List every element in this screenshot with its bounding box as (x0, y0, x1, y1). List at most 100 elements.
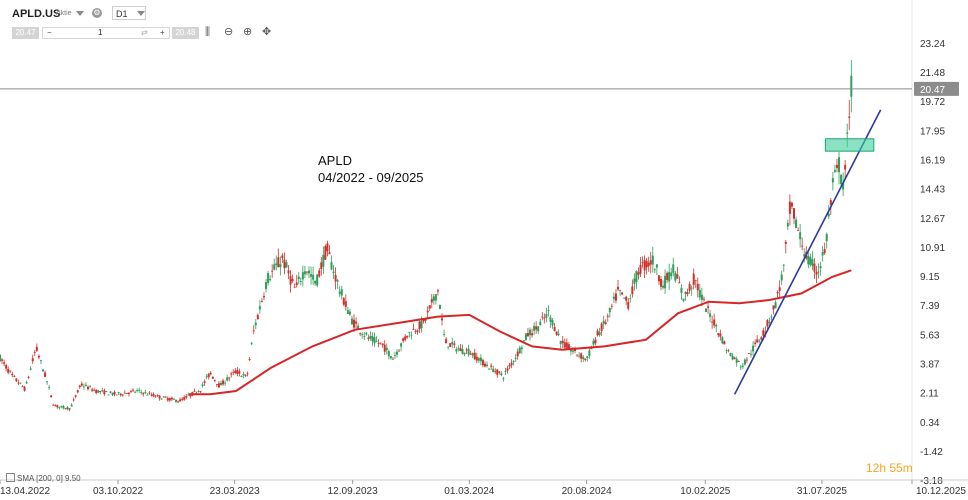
candle-down (784, 241, 787, 244)
candle-up (821, 252, 824, 256)
candle-up (684, 291, 687, 295)
candle-down (123, 392, 126, 394)
candle-up (361, 334, 364, 336)
candle-up (477, 358, 480, 361)
gear-icon[interactable]: ⚙ (92, 8, 102, 18)
price-tick-label: 16.19 (920, 156, 945, 167)
candle-up (514, 357, 517, 359)
candle-down (441, 318, 444, 321)
trendline[interactable] (733, 109, 882, 395)
crosshair-icon[interactable]: ✥ (262, 26, 272, 38)
candle-up (770, 316, 773, 318)
candle-up (547, 309, 550, 311)
candle-up (97, 390, 100, 393)
resistance-zone[interactable] (824, 138, 875, 152)
candle-down (723, 341, 726, 345)
time-tick-label: 10.12.2025 (916, 486, 966, 497)
candle-up (365, 332, 368, 335)
time-tick-label: 20.08.2024 (562, 486, 612, 497)
candle-down (404, 336, 407, 340)
candle-up (41, 369, 44, 372)
candle-up (269, 278, 272, 281)
candle-down (213, 380, 216, 381)
candle-down (21, 386, 24, 388)
chevron-down-icon[interactable] (137, 11, 145, 16)
candle-up (134, 391, 137, 393)
candle-down (234, 370, 237, 374)
candle-down (702, 298, 705, 300)
price-tick-label: 23.24 (920, 39, 945, 50)
candle-down (688, 284, 691, 291)
candle-down (78, 385, 81, 388)
zoom-in-icon[interactable]: ⊕ (243, 26, 253, 38)
price-tick-label: 2.11 (920, 389, 939, 400)
candle-up (420, 320, 423, 329)
candle-up (363, 336, 366, 337)
candle-up (25, 382, 28, 384)
candle-up (578, 355, 581, 357)
ask-price-button[interactable]: 20.48 (172, 27, 199, 39)
candle-up (780, 274, 783, 281)
candle-up (357, 325, 360, 330)
candle-down (792, 208, 795, 219)
candle-down (844, 164, 847, 170)
candle-up (518, 347, 521, 354)
candle-up (743, 359, 746, 365)
candle-down (600, 323, 603, 331)
candle-down (377, 343, 380, 344)
candle-up (524, 333, 527, 340)
candle-up (226, 377, 229, 381)
candlestick-type-icon[interactable]: ⫼ (205, 26, 211, 38)
annotation-ticker: APLD (318, 153, 352, 168)
zoom-out-icon[interactable]: ⊖ (224, 26, 234, 38)
candle-down (594, 339, 597, 344)
candle-down (531, 333, 534, 336)
candle-up (410, 335, 413, 337)
ticker-symbol[interactable]: APLD.US (12, 8, 61, 20)
price-tick-label: 12.67 (920, 214, 945, 225)
reset-icon[interactable]: ⇄ (141, 28, 148, 37)
candle-up (846, 132, 849, 134)
price-tick-label: 0.34 (920, 418, 940, 429)
candle-down (56, 405, 59, 408)
indicator-legend[interactable]: SMA [200, 0] 9.50 (6, 473, 81, 483)
candle-up (588, 350, 591, 356)
candle-down (614, 293, 617, 301)
quantity-stepper[interactable]: − 1 ⇄ + (42, 27, 170, 39)
candle-down (195, 392, 198, 394)
candle-down (590, 348, 593, 350)
candle-up (608, 307, 611, 313)
chevron-down-icon[interactable] (76, 11, 84, 16)
candle-down (645, 261, 648, 268)
candle-down (543, 317, 546, 319)
bid-price-button[interactable]: 20.47 (12, 27, 39, 39)
quantity-value[interactable]: 1 (98, 28, 103, 37)
candle-down (541, 316, 544, 318)
price-axis: 23.24 21.48 19.72 17.95 16.19 14.43 12.67 10.91… (911, 0, 945, 487)
candle-down (778, 287, 781, 291)
candle-down (367, 337, 370, 339)
minus-icon[interactable]: − (47, 28, 52, 37)
candle-up (598, 332, 601, 336)
candle-up (549, 317, 552, 322)
candle-down (193, 390, 196, 392)
candle-down (526, 333, 529, 337)
timeframe-select[interactable]: D1 (112, 6, 146, 20)
price-tick-label: 3.87 (920, 359, 940, 370)
candle-up (559, 340, 562, 344)
candle-up (205, 376, 208, 378)
candle-up (162, 396, 165, 398)
candle-down (717, 333, 720, 336)
candle-down (281, 255, 284, 258)
candle-down (283, 259, 286, 269)
chart-toolbar: APLD.US Aktie ⚙ D1 20.47 − 1 ⇄ + 20.48 ⫼… (0, 0, 300, 45)
candle-down (776, 292, 779, 294)
candle-up (664, 275, 667, 289)
candle-down (11, 373, 14, 376)
candle-up (29, 368, 32, 370)
plus-icon[interactable]: + (160, 28, 165, 37)
candle-up (312, 274, 315, 280)
candle-countdown: 12h 55m (866, 461, 913, 475)
indicator-settings-icon[interactable] (6, 473, 15, 482)
